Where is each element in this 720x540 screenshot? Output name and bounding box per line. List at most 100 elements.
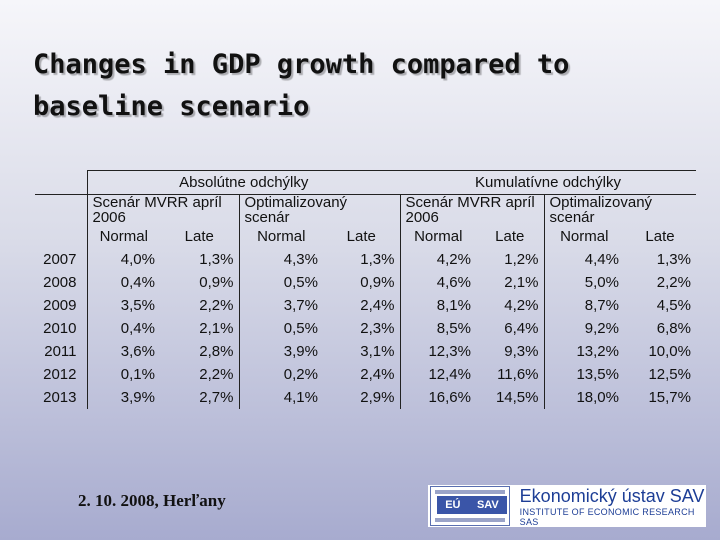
- group-header-row: Absolútne odchýlky Kumulatívne odchýlky: [35, 170, 696, 195]
- table-row: 2012 0,1% 2,2% 0,2% 2,4% 12,4% 11,6% 13,5% 12,5%: [35, 363, 696, 386]
- value-cell: 2,4%: [360, 297, 395, 314]
- group-header-cumulative: Kumulatívne odchýlky: [400, 170, 696, 195]
- value-cell: 18,0%: [543, 386, 624, 409]
- logo-emblem-stripe: [435, 490, 505, 494]
- logo-institute-subtitle: INSTITUTE OF ECONOMIC RESEARCH SAS: [519, 507, 695, 527]
- value-cell: 0,4%: [86, 317, 160, 340]
- value-cell: 2,2%: [656, 274, 691, 291]
- value-cell: 11,6%: [497, 366, 539, 383]
- value-cell: 3,9%: [86, 386, 160, 409]
- year-cell: 2007: [43, 251, 77, 268]
- value-cell: 0,9%: [199, 274, 234, 291]
- value-cell: 1,3%: [199, 251, 234, 268]
- value-cell: 4,2%: [399, 248, 476, 271]
- value-cell: 12,5%: [648, 366, 691, 383]
- value-cell: 2,4%: [360, 366, 395, 383]
- value-cell: 13,2%: [543, 340, 624, 363]
- group-header-absolute: Absolútne odchýlky: [86, 170, 400, 195]
- value-cell: 5,0%: [543, 271, 624, 294]
- sub-header: Normal: [86, 225, 160, 248]
- value-cell: 3,9%: [238, 340, 323, 363]
- value-cell: 4,1%: [238, 386, 323, 409]
- value-cell: 1,3%: [656, 251, 691, 268]
- value-cell: 0,4%: [86, 271, 160, 294]
- corner-cell: [35, 170, 87, 195]
- value-cell: 8,5%: [399, 317, 476, 340]
- value-cell: 2,3%: [360, 320, 395, 337]
- year-cell: 2010: [43, 320, 77, 337]
- value-cell: 0,2%: [238, 363, 323, 386]
- table-row: 2013 3,9% 2,7% 4,1% 2,9% 16,6% 14,5% 18,0% 15,7%: [35, 386, 696, 409]
- value-cell: 6,8%: [656, 320, 691, 337]
- gdp-deviation-table: Absolútne odchýlky Kumulatívne odchýlky …: [35, 170, 696, 409]
- scenario-header-row: Scenár MVRR apríl 2006 Optimalizovaný sc…: [35, 194, 696, 226]
- value-cell: 2,2%: [199, 297, 234, 314]
- table-row: 2010 0,4% 2,1% 0,5% 2,3% 8,5% 6,4% 9,2% 6,8%: [35, 317, 696, 340]
- slide-title-line-1: Changes in GDP growth compared to: [33, 49, 570, 80]
- year-cell: 2013: [43, 389, 77, 406]
- value-cell: 4,3%: [238, 248, 323, 271]
- value-cell: 4,4%: [543, 248, 624, 271]
- table-body: 2007 4,0% 1,3% 4,3% 1,3% 4,2% 1,2% 4,4% 1,3% 2008…: [35, 248, 696, 409]
- table-row: 2007 4,0% 1,3% 4,3% 1,3% 4,2% 1,2% 4,4% 1,3%: [35, 248, 696, 271]
- value-cell: 1,2%: [504, 251, 539, 268]
- value-cell: 2,1%: [199, 320, 234, 337]
- scenario-header: Optimalizovaný scenár: [543, 194, 696, 225]
- sub-header: Late: [645, 228, 675, 245]
- sub-header: Normal: [399, 225, 476, 248]
- scenario-header: Scenár MVRR apríl 2006: [399, 194, 544, 225]
- value-cell: 10,0%: [648, 343, 691, 360]
- value-cell: 12,3%: [399, 340, 476, 363]
- value-cell: 0,5%: [238, 271, 323, 294]
- value-cell: 0,9%: [360, 274, 395, 291]
- value-cell: 4,5%: [656, 297, 691, 314]
- sub-header: Normal: [238, 225, 323, 248]
- logo-emblem-badge: EÚ SAV: [437, 496, 507, 514]
- sub-header-row: Normal Late Normal Late Normal Late Norm…: [35, 225, 696, 248]
- sub-header: Normal: [543, 225, 624, 248]
- slide-title-line-2: baseline scenario: [33, 91, 310, 122]
- value-cell: 13,5%: [543, 363, 624, 386]
- logo-text: Ekonomický ústav SAV INSTITUTE OF ECONOM…: [520, 485, 706, 527]
- logo-institute-name: Ekonomický ústav SAV: [519, 486, 705, 506]
- value-cell: 9,3%: [504, 343, 539, 360]
- year-cell: 2012: [43, 366, 77, 383]
- value-cell: 2,8%: [199, 343, 234, 360]
- value-cell: 2,7%: [199, 389, 234, 406]
- logo-emblem-stripe: [435, 518, 505, 522]
- value-cell: 8,1%: [399, 294, 476, 317]
- year-cell: 2009: [43, 297, 77, 314]
- table-row: 2011 3,6% 2,8% 3,9% 3,1% 12,3% 9,3% 13,2% 10,0%: [35, 340, 696, 363]
- value-cell: 3,1%: [360, 343, 395, 360]
- value-cell: 3,7%: [238, 294, 323, 317]
- scenario-header: Optimalizovaný scenár: [238, 194, 400, 225]
- year-cell: 2008: [43, 274, 77, 291]
- value-cell: 6,4%: [504, 320, 539, 337]
- footer-date-place: 2. 10. 2008, Herľany: [78, 491, 226, 510]
- value-cell: 2,9%: [360, 389, 395, 406]
- year-cell: 2011: [44, 343, 77, 360]
- value-cell: 15,7%: [648, 389, 691, 406]
- institute-logo: EÚ SAV Ekonomický ústav SAV INSTITUTE OF…: [428, 485, 706, 527]
- value-cell: 4,2%: [504, 297, 539, 314]
- sub-header: Late: [495, 228, 525, 245]
- table-row: 2009 3,5% 2,2% 3,7% 2,4% 8,1% 4,2% 8,7% 4,5%: [35, 294, 696, 317]
- value-cell: 1,3%: [360, 251, 395, 268]
- logo-emblem-text: SAV: [476, 499, 499, 511]
- logo-emblem-text: EÚ: [445, 499, 461, 511]
- scenario-header: Scenár MVRR apríl 2006: [86, 194, 239, 225]
- value-cell: 8,7%: [543, 294, 624, 317]
- value-cell: 4,6%: [399, 271, 476, 294]
- value-cell: 3,6%: [86, 340, 160, 363]
- value-cell: 2,2%: [199, 366, 234, 383]
- sub-header: Late: [346, 228, 376, 245]
- value-cell: 9,2%: [543, 317, 624, 340]
- slide-title: Changes in GDP growth compared to baseli…: [33, 44, 693, 128]
- value-cell: 16,6%: [399, 386, 476, 409]
- corner-cell: [35, 195, 87, 226]
- value-cell: 4,0%: [86, 248, 160, 271]
- value-cell: 3,5%: [86, 294, 160, 317]
- logo-emblem: EÚ SAV: [430, 486, 510, 526]
- corner-cell: [35, 225, 87, 248]
- value-cell: 0,5%: [238, 317, 323, 340]
